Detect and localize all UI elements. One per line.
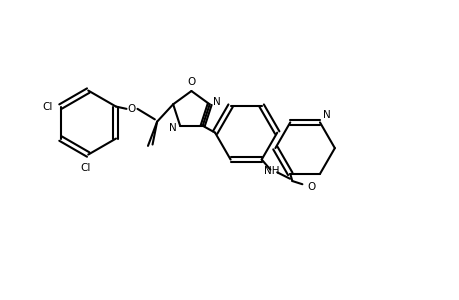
Text: N: N	[322, 110, 330, 120]
Text: Cl: Cl	[81, 163, 91, 173]
Text: N: N	[168, 123, 176, 133]
Text: O: O	[187, 77, 195, 87]
Text: N: N	[213, 98, 221, 107]
Text: O: O	[128, 104, 136, 114]
Text: NH: NH	[263, 166, 279, 176]
Text: O: O	[306, 182, 314, 191]
Text: Cl: Cl	[42, 102, 52, 112]
